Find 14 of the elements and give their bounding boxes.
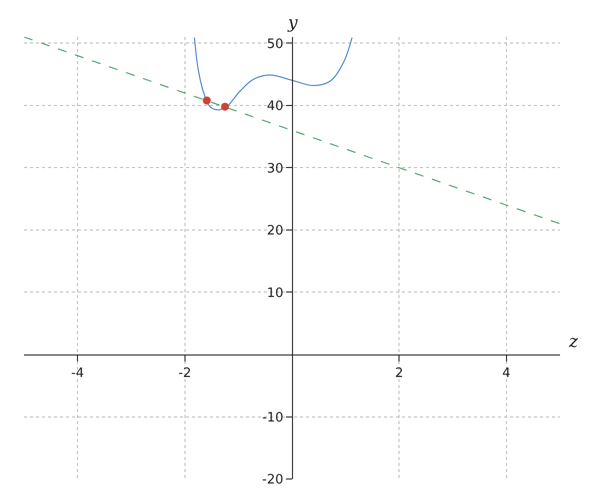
y-axis-title: y [287,13,298,33]
y-tick-label: 30 [266,161,284,176]
y-tick-label: -10 [262,410,284,426]
y-tick-label: -20 [262,472,284,488]
x-tick-label: -4 [71,366,84,382]
x-tick-label: 2 [395,366,404,382]
y-tick-label: 10 [266,286,284,301]
y-tick-label: 20 [266,224,284,239]
x-axis-title: z [568,332,579,352]
x-tick-label: 4 [502,366,511,382]
y-tick-label: 40 [266,99,284,114]
x-tick-label: -2 [178,366,192,382]
line-series [194,37,353,110]
y-tick-label: 50 [266,36,284,52]
